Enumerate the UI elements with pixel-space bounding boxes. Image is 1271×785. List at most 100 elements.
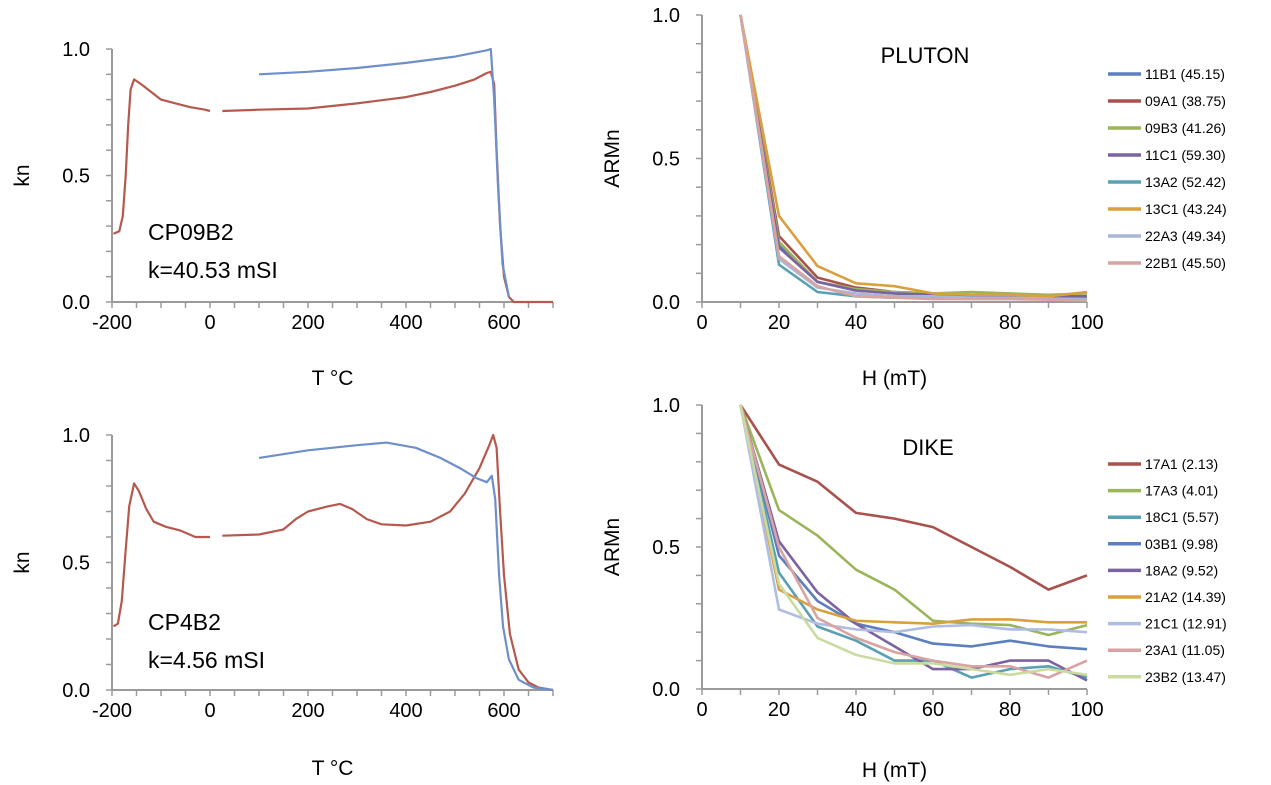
chart-2: -200 0 200 400 600 0.0 0.5 1.0 T °C kn CP4B2 k=4.56… xyxy=(11,425,554,780)
x-tick-label: 0 xyxy=(696,699,707,721)
series-line-18A2 xyxy=(739,404,1088,682)
series-line-17A1 xyxy=(739,404,1088,591)
legend-item: 18C1 (5.57) xyxy=(1108,509,1219,525)
y-tick-label: 0.0 xyxy=(652,679,680,701)
series-line-cooling xyxy=(258,441,554,692)
y-tick-label: 1.0 xyxy=(652,395,680,417)
x-tick-label: 40 xyxy=(845,312,867,334)
y-axis-label: kn xyxy=(11,164,34,186)
y-tick-label: 0.5 xyxy=(62,166,90,188)
legend-label: 17A1 (2.13) xyxy=(1145,456,1218,472)
legend-item: 18A2 (9.52) xyxy=(1108,562,1218,578)
x-tick-label: 600 xyxy=(487,312,520,334)
series-line-heating xyxy=(112,482,210,628)
x-tick-label: 600 xyxy=(487,700,520,722)
legend-label: 09B3 (41.26) xyxy=(1145,120,1226,136)
y-tick-label: 0.5 xyxy=(62,553,90,575)
legend-item: 23B2 (13.47) xyxy=(1108,669,1226,685)
y-tick-label: 0.0 xyxy=(62,292,90,314)
sample-id-label: CP4B2 xyxy=(148,609,221,635)
susceptibility-label: k=4.56 mSI xyxy=(148,647,265,673)
legend-label: 18C1 (5.57) xyxy=(1145,509,1219,525)
legend-item: 03B1 (9.98) xyxy=(1108,536,1218,552)
chart-4: 0 20 40 60 80 100 0.0 0.5 1.0 H (mT) ARMn DIKE 17A1 … xyxy=(601,395,1227,782)
y-axis-label: ARMn xyxy=(601,518,624,576)
y-tick-label: 0.5 xyxy=(652,537,680,559)
x-axis-label: T °C xyxy=(312,757,354,780)
legend-item: 23A1 (11.05) xyxy=(1108,642,1225,658)
x-tick-label: 100 xyxy=(1070,312,1103,334)
series-line-heating xyxy=(113,78,211,235)
legend-item: 09B3 (41.26) xyxy=(1108,120,1226,136)
legend-label: 11C1 (59.30) xyxy=(1145,147,1226,163)
legend-item: 13C1 (43.24) xyxy=(1108,201,1227,217)
legend-item: 22A3 (49.34) xyxy=(1108,228,1226,244)
x-tick-label: 80 xyxy=(999,312,1021,334)
susceptibility-label: k=40.53 mSI xyxy=(148,257,278,283)
x-tick-label: 20 xyxy=(768,312,790,334)
x-tick-label: 80 xyxy=(999,699,1021,721)
legend-item: 22B1 (45.50) xyxy=(1108,255,1226,271)
legend-label: 23B2 (13.47) xyxy=(1145,669,1226,685)
legend-label: 13C1 (43.24) xyxy=(1145,201,1227,217)
x-tick-label: -200 xyxy=(92,700,132,722)
series-line-09B3 xyxy=(739,14,1088,297)
chart-1: -200 0 200 400 600 0.0 0.5 1.0 T °C kn CP09B2 k=40.… xyxy=(11,39,554,390)
legend-label: 13A2 (52.42) xyxy=(1145,174,1226,190)
series-line-13C1 xyxy=(739,14,1088,298)
legend-label: 17A3 (4.01) xyxy=(1145,483,1218,499)
y-tick-label: 1.0 xyxy=(652,5,680,27)
legend-item: 09A1 (38.75) xyxy=(1108,93,1226,109)
legend-label: 21C1 (12.91) xyxy=(1145,616,1227,632)
x-tick-label: 60 xyxy=(922,699,944,721)
legend-label: 22A3 (49.34) xyxy=(1145,228,1226,244)
x-tick-label: 0 xyxy=(204,312,215,334)
y-tick-label: 1.0 xyxy=(62,425,90,447)
x-tick-label: -200 xyxy=(92,312,132,334)
y-tick-label: 0.0 xyxy=(62,680,90,702)
legend-item: 11C1 (59.30) xyxy=(1108,147,1226,163)
chart-title: DIKE xyxy=(902,435,953,460)
chart-3: 0 20 40 60 80 100 0.0 0.5 1.0 H (mT) ARMn PLUTON 11B… xyxy=(601,5,1227,390)
x-axis-label: H (mT) xyxy=(862,367,927,390)
legend-item: 17A3 (4.01) xyxy=(1108,483,1218,499)
x-tick-label: 100 xyxy=(1070,699,1103,721)
x-tick-label: 200 xyxy=(291,312,324,334)
legend-label: 09A1 (38.75) xyxy=(1145,93,1226,109)
legend-label: 23A1 (11.05) xyxy=(1145,642,1225,658)
x-tick-label: 400 xyxy=(389,312,422,334)
series-line-21A2 xyxy=(739,404,1087,626)
series-line-23B2 xyxy=(739,404,1088,677)
legend-item: 17A1 (2.13) xyxy=(1108,456,1218,472)
series-line-21C1 xyxy=(739,404,1088,634)
legend-item: 21A2 (14.39) xyxy=(1108,589,1226,605)
y-axis-label: kn xyxy=(11,551,34,573)
series-line-cooling xyxy=(258,47,510,298)
y-axis-label: ARMn xyxy=(601,129,624,187)
legend-label: 18A2 (9.52) xyxy=(1145,562,1218,578)
x-tick-label: 0 xyxy=(696,312,707,334)
y-tick-label: 1.0 xyxy=(62,39,90,61)
legend-label: 22B1 (45.50) xyxy=(1145,255,1226,271)
legend-item: 21C1 (12.91) xyxy=(1108,616,1227,632)
sample-id-label: CP09B2 xyxy=(148,219,234,245)
legend-item: 13A2 (52.42) xyxy=(1108,174,1226,190)
x-tick-label: 60 xyxy=(922,312,944,334)
legend-label: 21A2 (14.39) xyxy=(1145,589,1226,605)
y-tick-label: 0.5 xyxy=(652,149,680,171)
legend-label: 03B1 (9.98) xyxy=(1145,536,1218,552)
x-tick-label: 400 xyxy=(389,700,422,722)
x-tick-label: 200 xyxy=(291,700,324,722)
y-tick-label: 0.0 xyxy=(652,292,680,314)
series-line-22B1 xyxy=(739,14,1088,302)
legend-label: 11B1 (45.15) xyxy=(1145,66,1225,82)
x-axis-label: T °C xyxy=(312,367,354,390)
x-tick-label: 40 xyxy=(845,699,867,721)
series-line-heating xyxy=(222,433,554,692)
x-tick-label: 20 xyxy=(768,699,790,721)
series-line-03B1 xyxy=(739,404,1088,651)
legend-item: 11B1 (45.15) xyxy=(1108,66,1225,82)
x-tick-label: 0 xyxy=(204,700,215,722)
chart-title: PLUTON xyxy=(881,43,970,68)
